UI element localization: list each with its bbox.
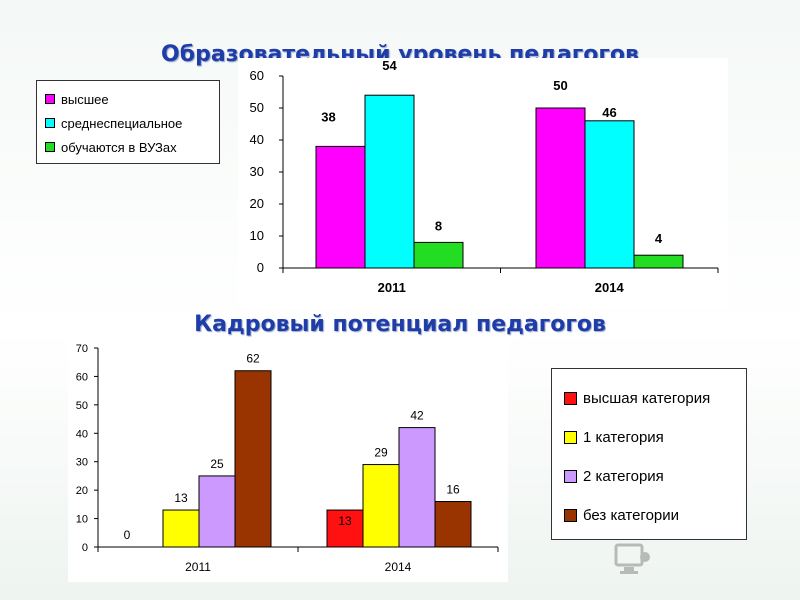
- data-label: 62: [246, 352, 260, 366]
- y-tick-label: 10: [250, 228, 264, 243]
- data-label: 50: [553, 78, 567, 93]
- y-tick-label: 60: [250, 68, 264, 83]
- data-label: 25: [210, 457, 224, 471]
- legend-label: высшая категория: [583, 390, 711, 407]
- chart1-group: 0 10 20 30 40 50 60 2011 2014 38 50 54 46 8 4: [238, 58, 728, 308]
- x-tick-label: 2014: [595, 280, 625, 295]
- legend-item: 1 категория: [564, 418, 734, 457]
- y-tick-label: 60: [76, 371, 88, 383]
- y-tick-label: 50: [76, 400, 88, 412]
- y-tick-label: 70: [76, 343, 88, 355]
- x-tick-label: 2011: [185, 560, 211, 574]
- data-label: 13: [174, 491, 188, 505]
- data-label: 4: [655, 231, 663, 246]
- bar: [413, 241, 464, 269]
- chart2-title: Кадровый потенциал педагогов: [194, 312, 606, 337]
- data-label: 54: [382, 58, 397, 73]
- y-tick-label: 20: [76, 485, 88, 497]
- legend-item: высшая категория: [564, 379, 734, 418]
- presentation-logo-icon: [614, 540, 784, 580]
- y-tick-label: 40: [76, 428, 88, 440]
- y-tick-label: 0: [257, 260, 264, 275]
- data-label: 16: [446, 483, 460, 497]
- legend-swatch: [45, 142, 55, 152]
- y-tick-label: 10: [76, 514, 88, 526]
- legend-item: среднеспециальное: [45, 111, 211, 135]
- data-label: 38: [321, 109, 335, 124]
- chart1-background: [238, 58, 728, 308]
- legend-label: высшее: [61, 91, 109, 107]
- data-label: 29: [374, 446, 388, 460]
- y-tick-label: 50: [250, 100, 264, 115]
- data-label: 13: [338, 514, 352, 528]
- legend-swatch: [564, 470, 577, 483]
- y-tick-label: 0: [82, 542, 88, 554]
- y-tick-label: 40: [250, 132, 264, 147]
- bar: [364, 94, 415, 269]
- y-tick-label: 20: [250, 196, 264, 211]
- legend-item: высшее: [45, 87, 211, 111]
- legend-item: 2 категория: [564, 457, 734, 496]
- x-tick-label: 2011: [378, 280, 406, 295]
- chart1-legend: высшее среднеспециальное обучаются в ВУЗах: [36, 80, 220, 164]
- bar: [633, 254, 684, 269]
- legend-swatch: [564, 431, 577, 444]
- legend-swatch: [45, 118, 55, 128]
- bar: [326, 509, 364, 548]
- bar: [362, 464, 400, 548]
- bar: [315, 145, 366, 269]
- bar: [234, 370, 272, 548]
- data-label: 42: [410, 409, 424, 423]
- bar: [162, 509, 200, 548]
- data-label: 0: [124, 528, 131, 542]
- bar: [535, 107, 586, 269]
- legend-label: обучаются в ВУЗах: [61, 139, 177, 155]
- legend-label: 2 категория: [583, 468, 664, 485]
- legend-swatch: [564, 392, 577, 405]
- y-tick-label: 30: [76, 457, 88, 469]
- bar: [434, 501, 472, 548]
- data-label: 8: [435, 218, 442, 233]
- bar: [198, 475, 236, 548]
- legend-item: без категории: [564, 496, 734, 535]
- data-label: 46: [602, 105, 616, 120]
- legend-swatch: [45, 94, 55, 104]
- bar: [584, 120, 635, 269]
- legend-label: 1 категория: [583, 429, 664, 446]
- chart2-legend: высшая категория 1 категория 2 категория бе…: [551, 368, 747, 540]
- legend-item: обучаются в ВУЗах: [45, 135, 211, 159]
- legend-label: среднеспециальное: [61, 115, 183, 131]
- chart2-group: 0 10 20 30 40 50 60 70 2011 2014 0 13 13 29 25 42 62 16: [68, 338, 508, 582]
- x-tick-label: 2014: [385, 560, 412, 574]
- legend-label: без категории: [583, 507, 680, 524]
- y-tick-label: 30: [250, 164, 264, 179]
- legend-swatch: [564, 509, 577, 522]
- bar: [398, 427, 436, 548]
